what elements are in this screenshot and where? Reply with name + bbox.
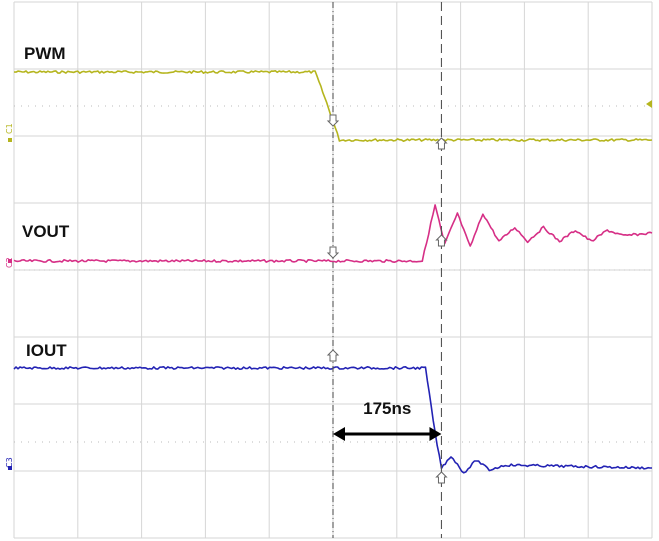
series-labels: PWM VOUT IOUT bbox=[22, 44, 70, 360]
cursor-arrow-up bbox=[435, 234, 448, 247]
level-marker-vout bbox=[8, 259, 12, 263]
channel-marker-c3: C3 bbox=[5, 457, 14, 468]
cursors bbox=[326, 2, 448, 538]
annotations: 175ns bbox=[333, 399, 442, 441]
trace-vout bbox=[13, 204, 653, 263]
cursor-arrow-down bbox=[326, 114, 340, 127]
cursor-arrow-up bbox=[326, 349, 340, 362]
interval-arrow-head-right bbox=[429, 427, 442, 441]
cursor-arrow-down bbox=[326, 246, 340, 259]
trace-iout bbox=[13, 366, 652, 474]
cursor-arrow-up bbox=[435, 137, 448, 150]
channel-marker-c2: C2 bbox=[5, 257, 14, 268]
interval-label: 175ns bbox=[363, 399, 411, 418]
trigger-marker bbox=[646, 100, 652, 108]
series-label-vout: VOUT bbox=[22, 222, 70, 241]
level-marker-iout bbox=[8, 466, 12, 470]
level-marker-pwm bbox=[8, 138, 12, 142]
interval-arrow-head-left bbox=[333, 427, 345, 441]
series-label-iout: IOUT bbox=[26, 341, 67, 360]
channel-markers: C1 C2 C3 bbox=[5, 123, 14, 468]
series-label-pwm: PWM bbox=[24, 44, 66, 63]
channel-marker-c1: C1 bbox=[5, 123, 14, 134]
cursor-arrow-up bbox=[435, 471, 448, 484]
